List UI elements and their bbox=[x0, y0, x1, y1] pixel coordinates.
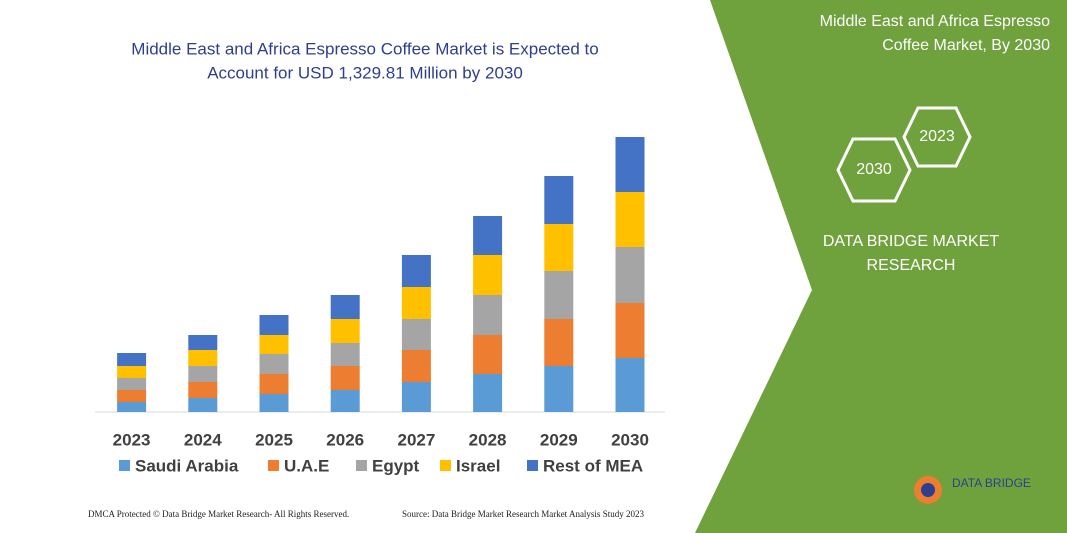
bar-segment bbox=[544, 319, 574, 366]
bar-segment bbox=[259, 335, 289, 354]
bar-segment bbox=[188, 398, 218, 412]
bar-segment bbox=[544, 224, 574, 271]
bar-segment bbox=[544, 271, 574, 319]
bar-segment bbox=[330, 390, 360, 412]
bar-segment bbox=[544, 366, 574, 412]
legend-label: U.A.E bbox=[284, 456, 329, 475]
hexagon bbox=[836, 137, 912, 203]
legend-label: Rest of MEA bbox=[543, 456, 643, 475]
bar-segment bbox=[330, 319, 360, 343]
legend-swatch bbox=[440, 460, 451, 471]
bar-segment bbox=[330, 366, 360, 390]
bar-segment bbox=[473, 295, 503, 335]
bar-segment bbox=[188, 382, 218, 398]
panel-title: Middle East and Africa Espresso bbox=[820, 13, 1050, 30]
green-panel bbox=[695, 0, 1067, 533]
legend-swatch bbox=[527, 460, 538, 471]
bar-segment bbox=[117, 366, 147, 378]
bar-segment bbox=[330, 295, 360, 319]
bar-segment bbox=[473, 255, 503, 295]
logo-text: DATA BRIDGE bbox=[952, 476, 1031, 490]
legend-label: Israel bbox=[456, 456, 500, 475]
x-tick-label: 2028 bbox=[469, 430, 507, 449]
legend-swatch bbox=[268, 460, 279, 471]
bar-segment bbox=[117, 353, 147, 366]
hexagon bbox=[902, 106, 972, 168]
bar-segment bbox=[188, 335, 218, 350]
brand-text: RESEARCH bbox=[867, 257, 956, 274]
logo-icon bbox=[921, 483, 935, 497]
bar-segment bbox=[259, 374, 289, 394]
chart-title: Middle East and Africa Espresso Coffee M… bbox=[131, 39, 598, 58]
bar-segment bbox=[401, 255, 431, 287]
x-tick-label: 2023 bbox=[113, 430, 151, 449]
legend-label: Egypt bbox=[372, 456, 420, 475]
footer-left: DMCA Protected © Data Bridge Market Rese… bbox=[88, 509, 349, 519]
x-tick-label: 2025 bbox=[255, 430, 293, 449]
x-tick-label: 2029 bbox=[540, 430, 578, 449]
bar-segment bbox=[473, 374, 503, 412]
bar-segment bbox=[615, 192, 645, 247]
x-tick-label: 2027 bbox=[397, 430, 435, 449]
bar-segment bbox=[401, 382, 431, 412]
bar-segment bbox=[544, 176, 574, 224]
footer-right: Source: Data Bridge Market Research Mark… bbox=[402, 509, 644, 519]
legend-label: Saudi Arabia bbox=[135, 456, 239, 475]
bar-segment bbox=[401, 287, 431, 319]
bar-segment bbox=[401, 319, 431, 350]
bar-segment bbox=[117, 402, 147, 412]
bar-segment bbox=[259, 354, 289, 374]
bar-segment bbox=[615, 137, 645, 192]
bar-segment bbox=[615, 247, 645, 303]
chart-title: Account for USD 1,329.81 Million by 2030 bbox=[207, 63, 523, 82]
bar-segment bbox=[117, 378, 147, 390]
bar-segment bbox=[615, 358, 645, 412]
hex-year: 2023 bbox=[919, 128, 955, 145]
x-tick-label: 2024 bbox=[184, 430, 222, 449]
legend-swatch bbox=[119, 460, 130, 471]
brand-text: DATA BRIDGE MARKET bbox=[823, 233, 1000, 250]
hex-year: 2030 bbox=[856, 161, 892, 178]
bar-segment bbox=[473, 335, 503, 374]
x-tick-label: 2030 bbox=[611, 430, 649, 449]
bar-segment bbox=[473, 216, 503, 255]
bar-segment bbox=[259, 315, 289, 335]
bar-segment bbox=[188, 350, 218, 366]
bar-segment bbox=[330, 343, 360, 366]
bar-segment bbox=[259, 394, 289, 412]
panel-title: Coffee Market, By 2030 bbox=[882, 37, 1050, 54]
bar-segment bbox=[615, 303, 645, 358]
legend-swatch bbox=[356, 460, 367, 471]
bar-segment bbox=[188, 366, 218, 382]
bar-segment bbox=[117, 390, 147, 402]
bar-segment bbox=[401, 350, 431, 382]
x-tick-label: 2026 bbox=[326, 430, 364, 449]
